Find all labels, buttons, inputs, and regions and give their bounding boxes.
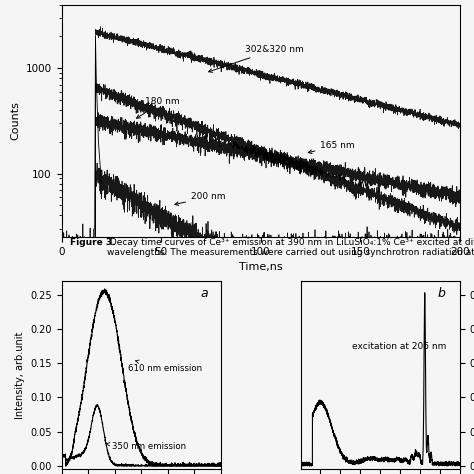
Text: 180 nm: 180 nm (137, 97, 180, 118)
Text: 165 nm: 165 nm (308, 141, 355, 154)
Text: 350 nm emission: 350 nm emission (106, 442, 186, 451)
Y-axis label: Intensity, arb.unit: Intensity, arb.unit (15, 331, 25, 419)
Text: a: a (200, 287, 208, 300)
Text: Decay time curves of Ce³⁺ emission at 390 nm in LiLuSiO₄:1% Ce³⁺ excited at diff: Decay time curves of Ce³⁺ emission at 39… (108, 238, 474, 257)
Text: excitation at 206 nm: excitation at 206 nm (352, 342, 447, 351)
Text: b: b (438, 287, 446, 300)
Text: 610 nm emission: 610 nm emission (128, 360, 202, 374)
Y-axis label: Counts: Counts (10, 101, 20, 140)
Text: 302&320 nm: 302&320 nm (209, 45, 303, 73)
Text: 200 nm: 200 nm (175, 192, 226, 205)
Text: Figure 3.: Figure 3. (70, 238, 115, 247)
X-axis label: Time,ns: Time,ns (239, 262, 283, 272)
